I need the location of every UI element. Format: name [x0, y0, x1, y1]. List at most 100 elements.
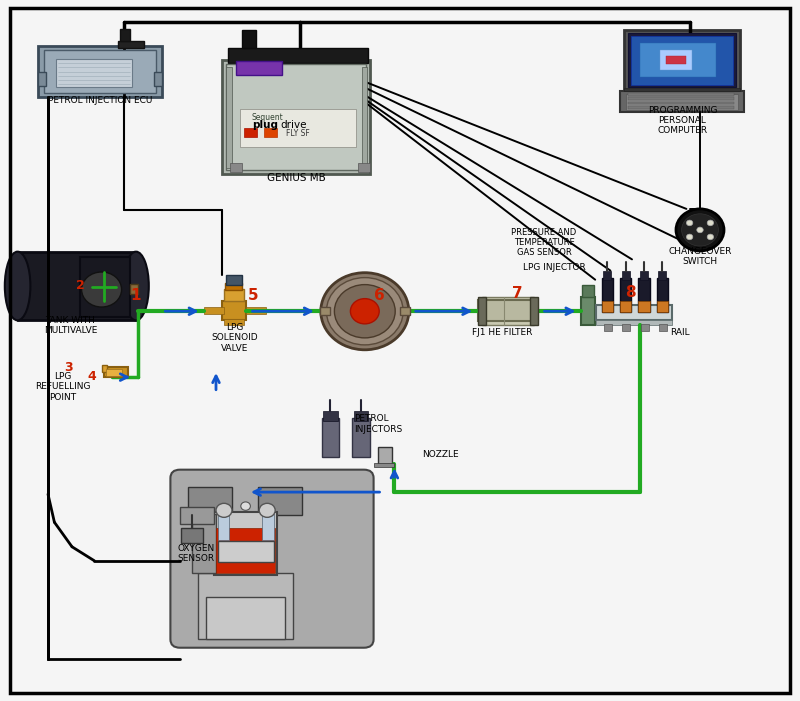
Bar: [154, 72, 162, 86]
Bar: [622, 324, 630, 331]
Text: NOZZLE: NOZZLE: [422, 450, 459, 458]
Bar: [320, 307, 330, 315]
Bar: [192, 514, 216, 573]
Text: CHANGEOVER
SWITCH: CHANGEOVER SWITCH: [668, 247, 732, 266]
Bar: [596, 320, 672, 325]
Bar: [604, 324, 612, 331]
Bar: [657, 301, 668, 312]
Circle shape: [216, 503, 232, 517]
Bar: [44, 50, 156, 93]
Text: drive: drive: [281, 120, 307, 130]
Bar: [222, 301, 246, 320]
Bar: [226, 64, 366, 170]
Text: FLY SF: FLY SF: [286, 129, 310, 137]
Circle shape: [686, 234, 693, 240]
Bar: [56, 59, 132, 87]
Bar: [660, 50, 692, 70]
Circle shape: [682, 214, 718, 246]
Bar: [224, 319, 244, 325]
Bar: [38, 46, 162, 97]
Bar: [638, 301, 650, 312]
Bar: [596, 305, 672, 320]
Bar: [216, 528, 275, 573]
Bar: [624, 88, 740, 91]
Bar: [640, 43, 716, 77]
Text: TANK WITH
MULTIVALVE: TANK WITH MULTIVALVE: [44, 315, 97, 335]
Bar: [80, 257, 130, 317]
Bar: [400, 307, 410, 315]
Bar: [130, 284, 138, 294]
Text: LPG
SOLENOID
VALVE: LPG SOLENOID VALVE: [211, 323, 258, 353]
Bar: [236, 61, 282, 75]
Text: 5: 5: [248, 288, 259, 304]
Circle shape: [707, 234, 714, 240]
Bar: [244, 128, 257, 137]
Circle shape: [334, 285, 395, 338]
Bar: [602, 301, 613, 312]
Bar: [204, 307, 224, 314]
Bar: [323, 411, 338, 421]
Text: PETROL INJECTION ECU: PETROL INJECTION ECU: [48, 97, 152, 105]
Bar: [626, 94, 738, 110]
Text: PETROL
INJECTORS: PETROL INJECTORS: [354, 414, 402, 434]
Ellipse shape: [123, 252, 149, 320]
Bar: [262, 513, 274, 540]
Bar: [640, 271, 648, 280]
Text: 2: 2: [76, 279, 84, 292]
Bar: [18, 252, 136, 320]
Text: GENIUS MB: GENIUS MB: [266, 173, 326, 183]
Bar: [198, 573, 293, 639]
Bar: [657, 278, 668, 312]
Bar: [206, 597, 285, 639]
Bar: [240, 109, 356, 147]
Circle shape: [350, 299, 379, 324]
Bar: [230, 163, 242, 172]
Bar: [641, 324, 649, 331]
Text: FJ1 HE FILTER: FJ1 HE FILTER: [472, 329, 533, 337]
Bar: [352, 418, 370, 457]
Bar: [602, 278, 613, 312]
Circle shape: [326, 278, 403, 345]
Bar: [38, 72, 46, 86]
Bar: [628, 97, 734, 100]
Bar: [118, 41, 144, 48]
Bar: [620, 91, 744, 112]
Bar: [581, 297, 595, 325]
Circle shape: [241, 502, 250, 510]
Bar: [628, 106, 734, 109]
Bar: [631, 36, 733, 85]
Bar: [482, 297, 534, 325]
Text: 1: 1: [130, 287, 142, 303]
Text: plug: plug: [252, 120, 278, 130]
Bar: [374, 463, 394, 467]
Bar: [628, 33, 736, 87]
Bar: [214, 512, 277, 575]
Bar: [218, 541, 274, 562]
Bar: [659, 324, 667, 331]
Bar: [120, 29, 130, 41]
Text: LPG
REFUELLING
POINT: LPG REFUELLING POINT: [34, 372, 90, 402]
Text: LPG INJECTOR: LPG INJECTOR: [523, 264, 586, 272]
FancyBboxPatch shape: [170, 470, 374, 648]
Bar: [222, 60, 370, 174]
Circle shape: [82, 272, 122, 307]
Bar: [666, 56, 686, 64]
Bar: [638, 278, 650, 312]
Bar: [628, 102, 734, 104]
Circle shape: [259, 503, 275, 517]
Bar: [624, 30, 740, 90]
Bar: [582, 285, 594, 297]
Bar: [530, 297, 538, 325]
Bar: [620, 301, 631, 312]
Bar: [620, 278, 631, 312]
Bar: [181, 528, 203, 543]
Bar: [224, 289, 244, 301]
Bar: [322, 418, 339, 457]
Bar: [354, 411, 368, 421]
Text: 3: 3: [64, 361, 73, 374]
Circle shape: [707, 220, 714, 226]
Text: Sequent: Sequent: [252, 113, 284, 121]
Text: OXYGEN
SENSOR: OXYGEN SENSOR: [178, 544, 215, 564]
Bar: [478, 300, 538, 321]
Bar: [226, 67, 232, 168]
